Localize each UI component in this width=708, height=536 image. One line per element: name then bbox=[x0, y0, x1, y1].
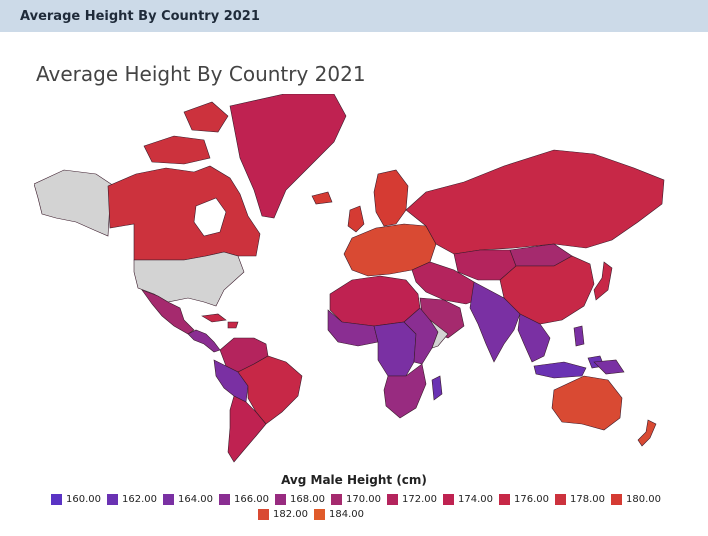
region-central-america[interactable] bbox=[188, 330, 220, 352]
legend-item: 162.00 bbox=[107, 494, 157, 505]
legend-swatch bbox=[611, 494, 622, 505]
legend-label: 166.00 bbox=[234, 494, 269, 505]
legend-swatch bbox=[219, 494, 230, 505]
legend-item: 166.00 bbox=[219, 494, 269, 505]
legend-swatch bbox=[275, 494, 286, 505]
region-caribbean[interactable] bbox=[202, 314, 238, 328]
window-header: Average Height By Country 2021 bbox=[0, 0, 708, 32]
legend-swatch bbox=[499, 494, 510, 505]
legend-swatch bbox=[443, 494, 454, 505]
region-iceland[interactable] bbox=[312, 192, 332, 204]
region-alaska[interactable] bbox=[34, 170, 114, 236]
legend-title: Avg Male Height (cm) bbox=[0, 473, 708, 487]
legend-item: 174.00 bbox=[443, 494, 493, 505]
legend-item: 182.00 bbox=[258, 509, 308, 520]
chart-title: Average Height By Country 2021 bbox=[36, 62, 366, 86]
legend-label: 176.00 bbox=[514, 494, 549, 505]
legend-label: 162.00 bbox=[122, 494, 157, 505]
region-scandinavia[interactable] bbox=[374, 170, 408, 226]
legend-item: 176.00 bbox=[499, 494, 549, 505]
legend-label: 180.00 bbox=[626, 494, 661, 505]
region-canada[interactable] bbox=[108, 166, 260, 260]
legend-label: 172.00 bbox=[402, 494, 437, 505]
legend-swatch bbox=[163, 494, 174, 505]
region-philippines[interactable] bbox=[574, 326, 584, 346]
region-arctic-islands[interactable] bbox=[144, 102, 228, 164]
legend-item: 168.00 bbox=[275, 494, 325, 505]
legend-item: 178.00 bbox=[555, 494, 605, 505]
legend-item: 180.00 bbox=[611, 494, 661, 505]
legend-swatch bbox=[314, 509, 325, 520]
region-central-africa[interactable] bbox=[374, 322, 416, 376]
legend-item: 172.00 bbox=[387, 494, 437, 505]
legend-item: 160.00 bbox=[51, 494, 101, 505]
legend-label: 182.00 bbox=[273, 509, 308, 520]
legend-swatch bbox=[331, 494, 342, 505]
legend-swatch bbox=[387, 494, 398, 505]
legend-label: 170.00 bbox=[346, 494, 381, 505]
legend-swatch bbox=[258, 509, 269, 520]
legend-label: 168.00 bbox=[290, 494, 325, 505]
legend-swatch bbox=[555, 494, 566, 505]
legend-label: 174.00 bbox=[458, 494, 493, 505]
world-map[interactable] bbox=[34, 94, 674, 474]
legend-row-2: 182.00 184.00 bbox=[36, 509, 676, 520]
legend-row-1: 160.00 162.00 164.00 166.00 168.00 170.0… bbox=[36, 494, 676, 505]
region-new-zealand[interactable] bbox=[638, 420, 656, 446]
region-uk[interactable] bbox=[348, 206, 364, 232]
region-madagascar[interactable] bbox=[432, 376, 442, 400]
legend-label: 178.00 bbox=[570, 494, 605, 505]
legend-item: 170.00 bbox=[331, 494, 381, 505]
region-australia[interactable] bbox=[552, 376, 622, 430]
region-japan[interactable] bbox=[594, 262, 612, 300]
region-indonesia[interactable] bbox=[534, 356, 604, 378]
legend-item: 164.00 bbox=[163, 494, 213, 505]
region-russia[interactable] bbox=[406, 150, 664, 254]
legend-swatch bbox=[51, 494, 62, 505]
legend-item: 184.00 bbox=[314, 509, 364, 520]
legend-label: 160.00 bbox=[66, 494, 101, 505]
legend-swatch bbox=[107, 494, 118, 505]
legend-label: 184.00 bbox=[329, 509, 364, 520]
legend-label: 164.00 bbox=[178, 494, 213, 505]
legend: 160.00 162.00 164.00 166.00 168.00 170.0… bbox=[36, 494, 676, 524]
window-title: Average Height By Country 2021 bbox=[20, 9, 260, 24]
region-north-africa[interactable] bbox=[330, 276, 420, 326]
